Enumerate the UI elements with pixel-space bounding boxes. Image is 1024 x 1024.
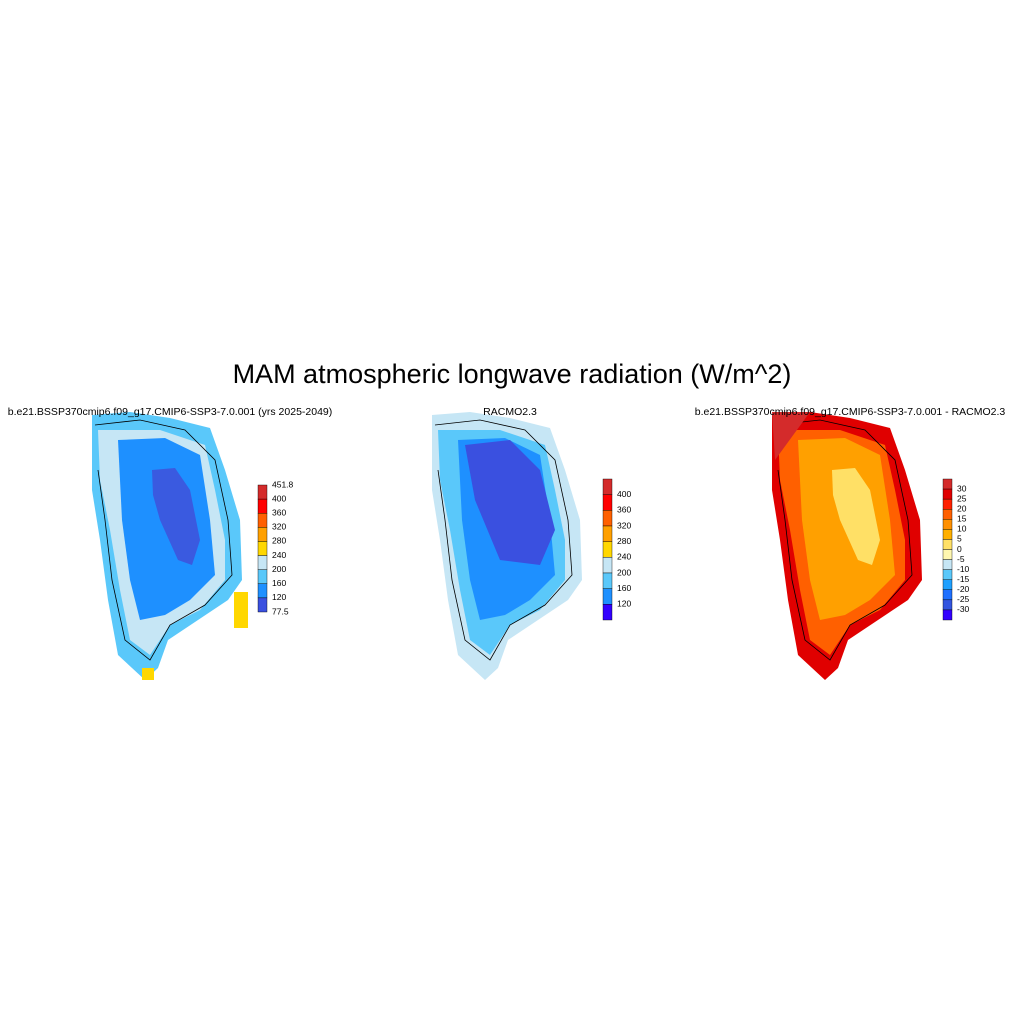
colorbar-label: 320 xyxy=(272,522,286,532)
island-field xyxy=(142,668,154,680)
colorbar-segment xyxy=(257,513,268,528)
colorbar-segment xyxy=(602,478,613,495)
colorbar-segment xyxy=(257,597,268,613)
colorbar-label: 10 xyxy=(957,524,967,534)
colorbar-label: 120 xyxy=(272,592,286,602)
colorbar-segment xyxy=(942,478,953,490)
colorbar-segment xyxy=(257,583,268,599)
colorbar-label: -15 xyxy=(957,574,970,584)
colorbar-segment xyxy=(942,488,953,500)
panel-title: RACMO2.3 xyxy=(483,406,537,418)
colorbar-segment xyxy=(942,529,953,540)
coastline xyxy=(434,419,573,661)
colorbar-label: -30 xyxy=(957,604,970,614)
colorbar-segment xyxy=(602,541,613,558)
colorbar-label: 360 xyxy=(272,507,286,517)
ice-sheet-field xyxy=(465,440,555,565)
colorbar-segment xyxy=(942,609,953,621)
colorbar-label: 200 xyxy=(272,564,286,574)
colorbar-segment xyxy=(257,541,268,556)
colorbar-segment xyxy=(602,510,613,527)
colorbar-segment xyxy=(942,599,953,611)
colorbar-label: -10 xyxy=(957,564,970,574)
colorbar-label: -5 xyxy=(957,554,965,564)
colorbar-segment xyxy=(942,589,953,601)
colorbar-label: 30 xyxy=(957,483,967,493)
colorbar-label: 240 xyxy=(272,550,286,560)
colorbar-label: -20 xyxy=(957,584,970,594)
colorbar-segment xyxy=(602,525,613,542)
ice-sheet-field xyxy=(832,468,880,565)
colorbar-label: 15 xyxy=(957,514,967,524)
coastline xyxy=(774,419,913,661)
colorbar-label: 451.8 xyxy=(272,479,294,489)
colorbar-segment xyxy=(602,557,613,574)
colorbar-segment xyxy=(942,579,953,590)
colorbar-segment xyxy=(602,572,613,589)
colorbar-label: 160 xyxy=(272,578,286,588)
colorbar-label: 25 xyxy=(957,493,967,503)
colorbar-segment xyxy=(942,549,953,560)
maps xyxy=(92,412,922,680)
colorbar-segment xyxy=(942,539,953,550)
colorbar-label: 0 xyxy=(957,544,962,554)
colorbar-label: 77.5 xyxy=(272,606,289,616)
colorbar-segment xyxy=(942,519,953,530)
colorbar-segment xyxy=(602,588,613,605)
colorbar-label: 200 xyxy=(617,567,631,577)
colorbar-label: 5 xyxy=(957,534,962,544)
colorbar-label: -25 xyxy=(957,594,970,604)
colorbar-label: 280 xyxy=(272,536,286,546)
island-field xyxy=(234,592,248,628)
panel-title: b.e21.BSSP370cmip6.f09_g17.CMIP6-SSP3-7.… xyxy=(8,406,333,418)
coastline xyxy=(94,419,233,661)
ice-sheet-field xyxy=(152,468,200,565)
colorbar-label: 400 xyxy=(617,489,631,499)
colorbar-label: 360 xyxy=(617,505,631,515)
figure-title: MAM atmospheric longwave radiation (W/m^… xyxy=(233,359,792,389)
colorbar-segment xyxy=(257,527,268,542)
colorbar-segment xyxy=(942,498,953,510)
colorbar-segment xyxy=(942,569,953,580)
colorbar-label: 240 xyxy=(617,552,631,562)
colorbar-label: 400 xyxy=(272,493,286,503)
colorbar-label: 120 xyxy=(617,599,631,609)
colorbar-segment xyxy=(257,484,268,500)
colorbar-segment xyxy=(602,604,613,621)
colorbar-segment xyxy=(602,494,613,511)
colorbar-label: 280 xyxy=(617,536,631,546)
colorbar-segment xyxy=(257,555,268,570)
colorbar-segment xyxy=(257,569,268,584)
corner-field xyxy=(772,412,810,460)
colorbar-segment xyxy=(942,509,953,520)
colorbar-label: 160 xyxy=(617,583,631,593)
colorbar-label: 20 xyxy=(957,503,967,513)
panel-title: b.e21.BSSP370cmip6.f09_g17.CMIP6-SSP3-7.… xyxy=(695,406,1006,418)
colorbar-segment xyxy=(257,498,268,514)
colorbar-segment xyxy=(942,559,953,570)
colorbar-label: 320 xyxy=(617,520,631,530)
